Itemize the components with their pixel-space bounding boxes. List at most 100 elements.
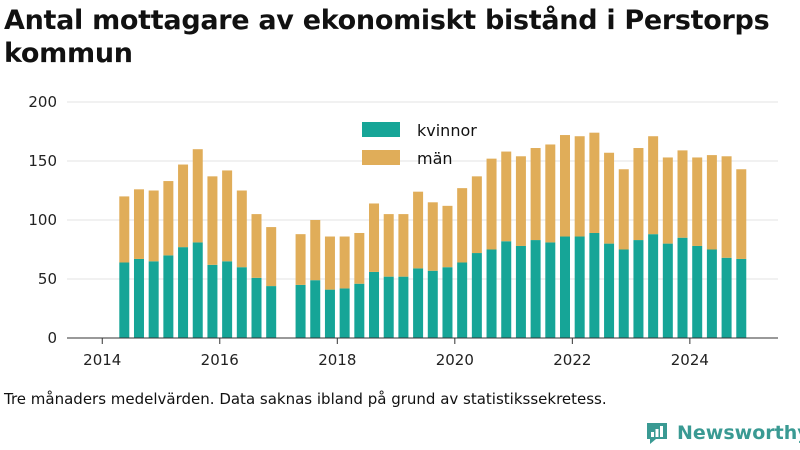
x-tick-label: 2020 — [436, 351, 474, 369]
y-tick-label: 150 — [28, 152, 57, 170]
bar-man — [427, 202, 438, 271]
bar-kvinnor — [486, 249, 497, 338]
bar-kvinnor — [501, 241, 512, 338]
bar-kvinnor — [354, 283, 365, 338]
x-tick-label: 2016 — [201, 351, 239, 369]
bar-kvinnor — [119, 262, 130, 338]
bar-man — [486, 158, 497, 250]
bar-man — [471, 176, 482, 254]
bar-man — [648, 136, 659, 235]
bar-kvinnor — [589, 232, 600, 338]
bar-kvinnor — [721, 257, 732, 338]
bar-man — [354, 232, 365, 284]
bar-man — [339, 236, 350, 289]
bar-kvinnor — [339, 288, 350, 338]
x-tick-label: 2024 — [671, 351, 709, 369]
bar-man — [295, 234, 306, 285]
x-tick-label: 2018 — [318, 351, 356, 369]
bar-kvinnor — [427, 270, 438, 338]
bar-man — [633, 148, 644, 241]
bar-man — [501, 151, 512, 242]
bar-kvinnor — [530, 240, 541, 338]
bar-man — [207, 176, 218, 265]
bar-kvinnor — [324, 289, 335, 338]
bar-kvinnor — [178, 247, 189, 338]
bar-kvinnor — [383, 276, 394, 338]
bar-man — [618, 169, 629, 250]
legend: kvinnor män — [362, 121, 477, 168]
bar-man — [530, 148, 541, 241]
bar-kvinnor — [457, 262, 468, 338]
bar-man — [266, 227, 277, 287]
bars — [119, 132, 747, 338]
legend-label: män — [417, 149, 453, 168]
bar-kvinnor — [207, 264, 218, 338]
bar-man — [192, 149, 203, 243]
chart-title: Antal mottagare av ekonomiskt bistånd i … — [4, 5, 770, 69]
y-tick-label: 0 — [47, 329, 57, 347]
legend-swatch — [362, 122, 400, 137]
bar-kvinnor — [545, 242, 556, 338]
bar-man — [413, 191, 424, 269]
bar-kvinnor — [633, 240, 644, 338]
legend-swatch — [362, 150, 400, 165]
bar-kvinnor — [574, 236, 585, 338]
y-axis-ticks: 0 50 100 150 200 — [28, 93, 57, 347]
bar-kvinnor — [236, 267, 247, 338]
bar-man — [119, 196, 130, 263]
bar-man — [677, 150, 688, 238]
bar-man — [457, 188, 468, 263]
bar-man — [662, 157, 673, 244]
bar-man — [383, 214, 394, 277]
bar-man — [133, 189, 144, 259]
bar-kvinnor — [604, 243, 615, 338]
bar-kvinnor — [692, 245, 703, 338]
bar-kvinnor — [706, 249, 717, 338]
bar-man — [706, 155, 717, 250]
newsworthy-icon — [647, 423, 667, 444]
brand-name: Newsworthy — [677, 422, 800, 444]
bar-kvinnor — [648, 234, 659, 338]
bar-kvinnor — [295, 284, 306, 338]
bar-man — [736, 169, 747, 259]
bar-man — [574, 136, 585, 237]
bar-kvinnor — [398, 276, 409, 338]
bar-kvinnor — [148, 261, 159, 338]
bar-man — [148, 190, 159, 262]
bar-man — [721, 156, 732, 258]
bar-man — [222, 170, 233, 262]
bar-man — [589, 132, 600, 233]
bar-man — [324, 236, 335, 290]
bar-kvinnor — [515, 245, 526, 338]
bar-kvinnor — [413, 268, 424, 338]
bar-kvinnor — [662, 243, 673, 338]
bar-man — [236, 190, 247, 268]
bar-man — [545, 144, 556, 243]
bar-kvinnor — [442, 267, 453, 338]
bar-kvinnor — [133, 258, 144, 338]
bar-kvinnor — [559, 236, 570, 338]
legend-label: kvinnor — [417, 121, 477, 140]
bar-man — [604, 152, 615, 244]
bar-man — [692, 157, 703, 246]
brand-logo: Newsworthy — [644, 420, 800, 446]
bar-kvinnor — [618, 249, 629, 338]
x-axis: 2014 2016 2018 2020 2022 2024 — [67, 337, 778, 369]
bar-kvinnor — [471, 253, 482, 338]
bar-kvinnor — [677, 237, 688, 338]
y-tick-label: 100 — [28, 211, 57, 229]
bar-man — [178, 164, 189, 248]
bar-kvinnor — [369, 271, 380, 338]
chart-caption: Tre månaders medelvärden. Data saknas ib… — [4, 390, 607, 408]
bar-man — [369, 203, 380, 272]
bar-man — [559, 135, 570, 237]
bar-man — [398, 214, 409, 277]
bar-kvinnor — [192, 242, 203, 338]
bar-man — [515, 156, 526, 246]
bar-kvinnor — [310, 280, 321, 338]
bar-man — [251, 214, 262, 278]
bar-kvinnor — [163, 255, 174, 338]
bar-man — [163, 181, 174, 256]
x-tick-label: 2014 — [83, 351, 121, 369]
